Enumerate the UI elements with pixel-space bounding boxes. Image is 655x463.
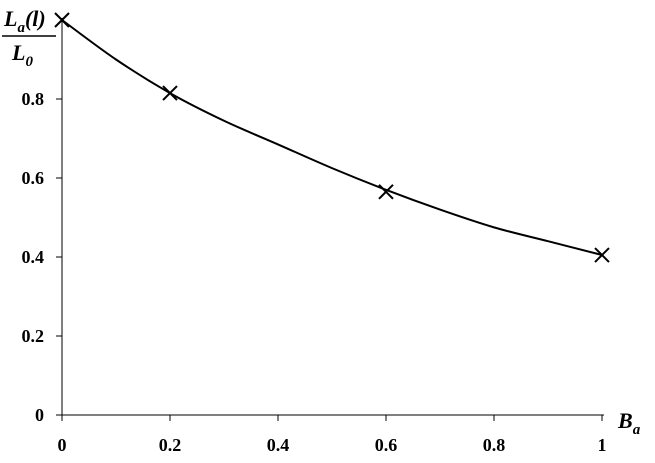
y-label-num-sub: a xyxy=(17,20,25,36)
y-tick-label: 0.6 xyxy=(22,168,45,188)
x-marker-stroke xyxy=(378,184,394,200)
y-label-num-suffix: (l) xyxy=(25,6,46,31)
y-axis-title: La(l) L0 xyxy=(2,6,56,70)
y-label-den-main: L xyxy=(11,40,25,65)
y-label-den-sub: 0 xyxy=(25,54,33,70)
x-marker-stroke xyxy=(54,12,70,28)
svg-text:Ba: Ba xyxy=(617,408,641,438)
y-ticks: 0 0.2 0.4 0.6 0.8 xyxy=(22,89,62,425)
x-marker-stroke xyxy=(594,247,610,263)
y-tick-label: 0.8 xyxy=(22,89,45,109)
x-tick-label: 0.6 xyxy=(375,435,398,455)
y-tick-label: 0 xyxy=(35,405,44,425)
x-axis-title: Ba xyxy=(617,408,641,438)
x-tick-label: 0 xyxy=(58,435,67,455)
series-layer xyxy=(54,12,610,263)
series-curve xyxy=(61,19,603,256)
x-tick-label: 1 xyxy=(598,435,607,455)
x-marker xyxy=(594,247,610,263)
y-label-num-main: L xyxy=(3,6,17,31)
x-marker xyxy=(54,12,70,28)
x-tick-label: 0.8 xyxy=(483,435,506,455)
x-label-sub: a xyxy=(633,422,641,438)
x-marker-stroke xyxy=(162,85,178,101)
svg-text:La(l): La(l) xyxy=(3,6,46,36)
x-marker xyxy=(162,85,178,101)
svg-text:L0: L0 xyxy=(11,40,33,70)
x-label-main: B xyxy=(617,408,633,433)
x-tick-label: 0.2 xyxy=(159,435,182,455)
x-ticks: 0 0.2 0.4 0.6 0.8 1 xyxy=(58,415,607,455)
x-tick-label: 0.4 xyxy=(267,435,290,455)
y-tick-label: 0.4 xyxy=(22,247,45,267)
y-tick-label: 0.2 xyxy=(22,326,45,346)
x-marker xyxy=(378,184,394,200)
